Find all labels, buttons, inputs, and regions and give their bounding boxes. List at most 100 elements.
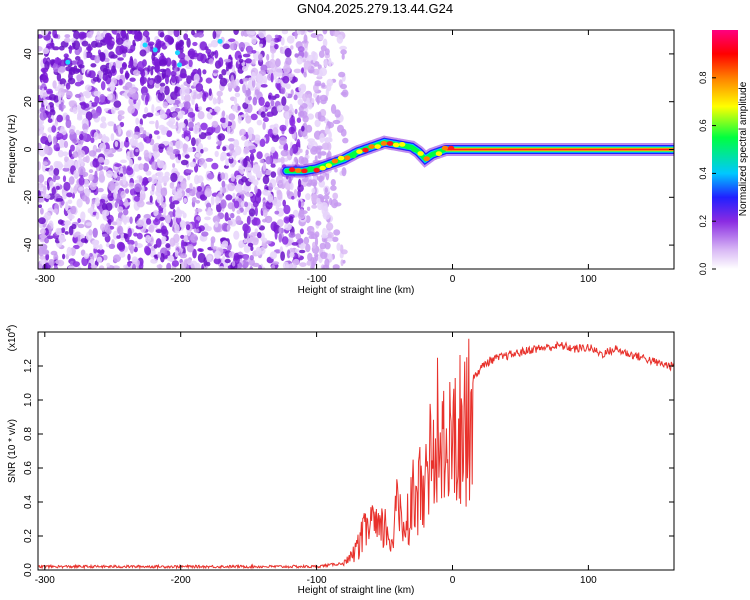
spectrogram-speckle — [146, 218, 152, 225]
spectrogram-speckle — [111, 65, 116, 74]
spectrogram-speckle — [149, 236, 154, 245]
spectrogram-speckle — [212, 246, 217, 250]
spectrogram-speckle — [85, 111, 93, 121]
spectrogram-speckle — [89, 205, 94, 215]
ridge-blob — [313, 167, 320, 173]
spectrogram-speckle — [70, 144, 75, 152]
spectrogram-speckle — [241, 194, 245, 200]
spectrogram-speckle — [228, 54, 232, 60]
spectrogram-speckle — [200, 149, 204, 154]
spectrogram-speckle — [330, 179, 336, 186]
spectrogram-speckle — [221, 240, 229, 247]
spectrogram-speckle — [288, 215, 294, 224]
spectrogram-speckle — [76, 198, 83, 208]
spectrogram-speckle — [270, 72, 274, 83]
spectrogram-speckle — [192, 248, 197, 259]
spectrogram-speckle — [257, 231, 262, 239]
spectrogram-speckle — [127, 227, 132, 238]
spectrogram-speckle — [152, 150, 161, 158]
spectrogram-speckle — [99, 142, 107, 151]
spectrogram-speckle — [221, 180, 226, 188]
spectrogram-speckle — [179, 253, 188, 259]
spectrogram-speckle — [256, 119, 263, 126]
spectrogram-speckle — [156, 40, 161, 51]
spectrogram-speckle — [151, 104, 155, 114]
spectrogram-speckle — [107, 71, 113, 79]
spectrogram-speckle — [147, 65, 151, 72]
spectrogram-speckle — [187, 147, 194, 153]
spectrogram-speckle — [330, 104, 337, 114]
spectrogram-speckle — [203, 162, 208, 169]
spectrogram-speckle — [38, 217, 46, 225]
spectrogram-speckle — [75, 129, 80, 136]
spectrogram-speckle — [59, 139, 64, 149]
spectrogram-speckle — [243, 238, 247, 244]
spectrogram-speckle — [196, 175, 204, 184]
spectrogram-speckle — [292, 258, 300, 266]
spectrogram-speckle — [298, 178, 302, 188]
spectrogram-speckle — [195, 139, 199, 147]
spectrogram-speckle — [175, 140, 184, 150]
spectrogram-speckle — [294, 30, 298, 40]
spectrogram-speckle — [69, 129, 75, 135]
spectrogram-speckle — [192, 94, 197, 100]
spectrogram-speckle — [159, 32, 165, 38]
spectrogram-speckle — [235, 215, 242, 225]
spectrogram-speckle — [133, 232, 139, 237]
colorbar-tick-label: 0.6 — [698, 119, 708, 132]
spectrogram-speckle — [198, 248, 204, 252]
spectrogram-speckle — [128, 182, 135, 188]
spectrogram-speckle — [216, 145, 221, 150]
spectrogram-speckle — [239, 130, 243, 137]
snr-x-tick-label: 100 — [580, 575, 597, 586]
spectrogram-speckle — [165, 94, 171, 102]
spectrogram-speckle — [78, 64, 85, 69]
spectrogram-speckle — [183, 258, 192, 264]
spectrogram-speckle — [113, 190, 118, 200]
spectrogram-speckle — [65, 118, 72, 129]
spectrogram-speckle — [276, 207, 285, 217]
spectrogram-speckle — [224, 258, 231, 264]
spectrogram-speckle — [249, 266, 253, 269]
spectrogram-speckle — [172, 200, 180, 205]
spectrogram-speckle — [44, 144, 49, 155]
spectrogram-speckle — [129, 188, 137, 196]
spectrogram-speckle — [294, 53, 299, 58]
spectrogram-speckle — [66, 246, 72, 257]
spectrogram-speckle — [293, 189, 298, 199]
spectrogram-noise — [38, 30, 349, 269]
spectrogram-speckle — [144, 106, 149, 114]
spectrogram-speckle — [136, 219, 145, 227]
ridge-blob — [350, 153, 357, 159]
spectrogram-speckle — [116, 198, 121, 204]
spectrogram-speckle — [249, 255, 254, 261]
spectrogram-speckle — [290, 107, 295, 115]
spectrogram-speckle — [78, 133, 84, 141]
spectrogram-speckle — [237, 105, 241, 111]
spectrogram-speckle — [238, 41, 246, 51]
spectrogram-speckle — [171, 112, 178, 118]
spectrogram-speckle — [148, 226, 153, 232]
spectrogram-speckle — [42, 185, 47, 196]
spectrogram-speckle — [159, 59, 167, 67]
spectrogram-speckle — [180, 234, 185, 239]
spectrogram-speckle — [158, 209, 164, 214]
spectrogram-speckle — [259, 138, 266, 147]
spectrogram-speckle — [156, 194, 164, 204]
spectrogram-speckle — [233, 97, 238, 105]
spectrogram-speckle — [227, 138, 235, 142]
spectrogram-speckle — [125, 136, 129, 143]
spectrogram-speckle — [124, 198, 129, 208]
spectrogram-speckle — [51, 186, 56, 196]
spectrogram-speckle — [153, 209, 159, 217]
spectrogram-speckle — [272, 197, 279, 207]
spectrogram-speckle — [64, 231, 69, 235]
spectrogram-speckle — [221, 110, 226, 118]
spectrogram-speckle — [116, 176, 121, 182]
spectrogram-speckle — [156, 214, 161, 219]
spectrogram-speckle — [340, 249, 348, 255]
spectrogram-speckle — [108, 51, 115, 59]
spectrogram-speckle — [276, 190, 283, 200]
spectrogram-speckle — [64, 37, 71, 43]
spectrogram-speckle — [97, 187, 104, 193]
